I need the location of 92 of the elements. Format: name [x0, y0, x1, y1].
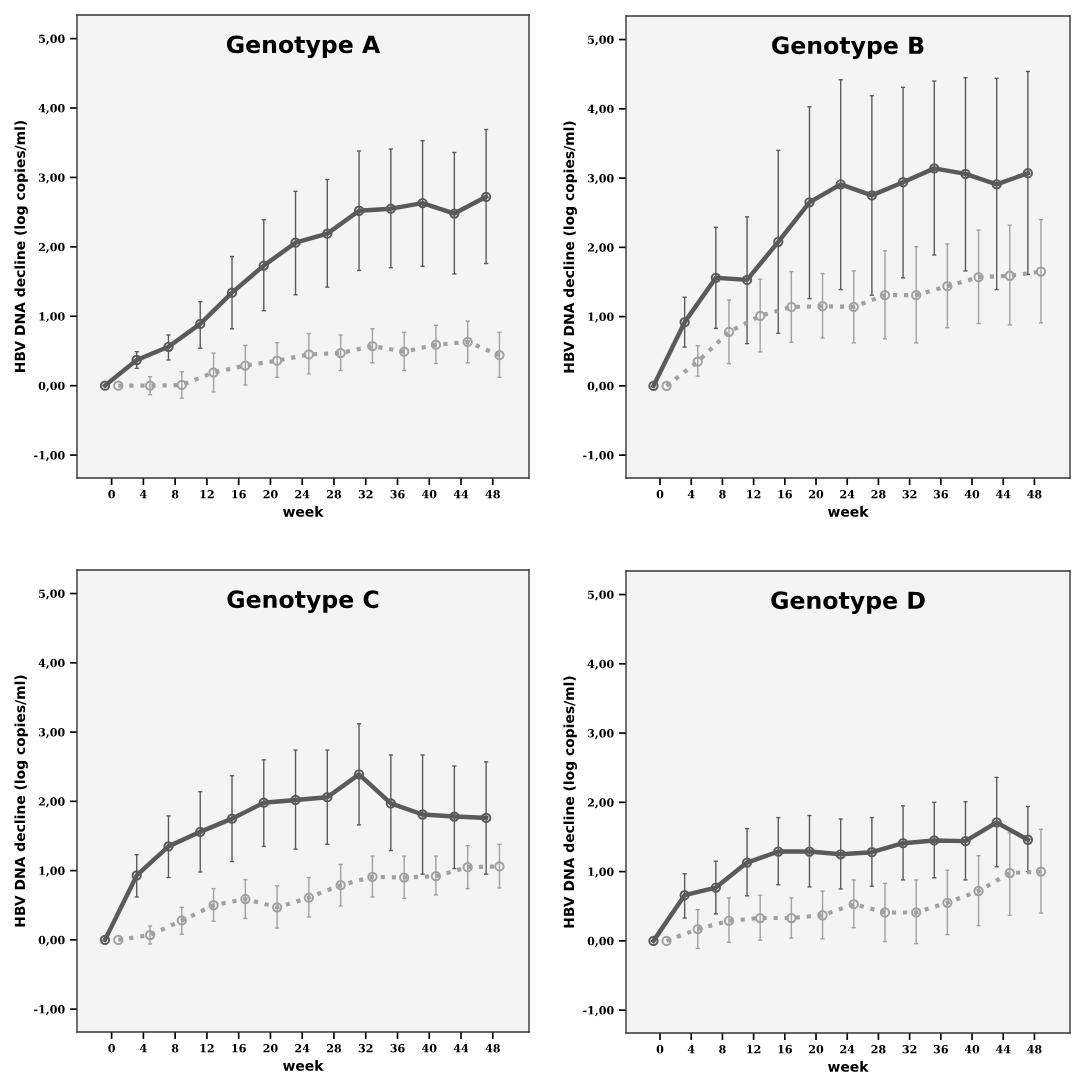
x-tick-label: 4 — [139, 490, 147, 499]
y-tick-label: 4,00 — [38, 103, 65, 115]
y-tick-label: -1,00 — [34, 1005, 65, 1016]
x-tick-label: 32 — [358, 490, 373, 499]
x-tick-label: 16 — [232, 1044, 246, 1053]
y-tick-label: 4,00 — [587, 104, 614, 115]
x-tick-label: 28 — [871, 490, 886, 499]
x-tick-label: 0 — [108, 490, 115, 499]
text: Genotype B — [772, 36, 924, 59]
x-tick-label: 28 — [871, 1045, 886, 1054]
y-tick-label: 2,00 — [38, 797, 65, 808]
y-tick-label: 5,00 — [39, 589, 65, 600]
x-tick-label: 20 — [809, 490, 824, 499]
y-tick-label: -1,00 — [34, 451, 65, 462]
text: Genotype A — [226, 35, 381, 59]
y-tick-label: 0,00 — [587, 936, 614, 947]
x-tick-label: 44 — [995, 490, 1011, 499]
x-tick-label: 8 — [171, 1044, 179, 1053]
x-tick-label: 0 — [108, 1044, 115, 1053]
x-tick-label: 24 — [295, 490, 310, 499]
x-tick-label: 12 — [747, 1045, 761, 1054]
y-tick-label: 2,00 — [38, 242, 65, 253]
x-tick-label: 48 — [485, 1044, 500, 1053]
x-tick-label: 40 — [421, 1044, 437, 1053]
y-tick-label: 0,00 — [587, 381, 614, 392]
y-tick-label: -1,00 — [583, 1006, 614, 1017]
y-tick-label: 2,00 — [587, 243, 614, 254]
x-tick-label: 48 — [485, 490, 500, 499]
y-axis-title: HBV DNA decline (log copies/ml) — [14, 120, 28, 372]
x-tick-label: 44 — [995, 1045, 1011, 1054]
x-tick-label: 28 — [326, 1044, 342, 1053]
y-axis-title: HBV DNA decline (log copies/ml) — [14, 675, 28, 927]
x-tick-label: 40 — [421, 490, 437, 499]
x-tick-label: 36 — [390, 490, 405, 499]
y-tick-label: 0,00 — [38, 935, 65, 946]
x-tick-label: 40 — [964, 490, 980, 499]
x-tick-label: 12 — [200, 1044, 214, 1053]
x-tick-label: 20 — [809, 1045, 824, 1054]
x-tick-label: 4 — [687, 1045, 695, 1054]
y-tick-label: 1,00 — [39, 312, 65, 323]
x-tick-label: 8 — [719, 490, 726, 499]
x-tick-label: 44 — [453, 1044, 469, 1053]
y-tick-label: 5,00 — [588, 590, 614, 601]
x-tick-label: 0 — [656, 490, 664, 499]
y-tick-label: 3,00 — [587, 174, 614, 185]
x-tick-label: 48 — [1027, 490, 1042, 499]
x-tick-label: 20 — [263, 1044, 278, 1053]
x-tick-label: 36 — [933, 1045, 948, 1054]
x-tick-label: 32 — [902, 1045, 917, 1054]
y-tick-label: 2,00 — [587, 798, 614, 809]
x-tick-label: 16 — [778, 1045, 792, 1054]
x-tick-label: 0 — [656, 1045, 664, 1054]
x-tick-label: 28 — [326, 490, 342, 499]
x-tick-label: 12 — [200, 490, 214, 499]
text: Genotype D — [771, 591, 925, 614]
x-axis-title: week — [828, 1061, 869, 1072]
y-tick-label: 4,00 — [587, 659, 614, 670]
y-tick-label: -1,00 — [583, 451, 614, 462]
x-tick-label: 40 — [964, 1045, 980, 1054]
x-axis-title: week — [828, 506, 869, 517]
x-tick-label: 16 — [232, 490, 246, 499]
x-tick-label: 44 — [453, 490, 469, 499]
y-axis-title: HBV DNA decline (log copies/ml) — [563, 121, 577, 373]
x-tick-label: 16 — [778, 490, 792, 499]
x-tick-label: 24 — [840, 1045, 855, 1054]
x-tick-label: 32 — [358, 1044, 373, 1053]
x-tick-label: 48 — [1027, 1045, 1042, 1054]
y-tick-label: 1,00 — [588, 867, 614, 878]
y-tick-label: 5,00 — [588, 35, 614, 46]
y-tick-label: 3,00 — [587, 729, 614, 740]
x-tick-label: 24 — [295, 1044, 310, 1053]
y-tick-label: 3,00 — [38, 728, 65, 739]
y-tick-label: 0,00 — [38, 381, 65, 392]
x-tick-label: 32 — [902, 490, 917, 499]
x-tick-label: 20 — [263, 490, 278, 499]
x-axis-title: week — [283, 1060, 324, 1071]
x-tick-label: 36 — [933, 490, 948, 499]
y-tick-label: 5,00 — [39, 34, 65, 45]
y-tick-label: 1,00 — [588, 312, 614, 323]
text: Genotype C — [227, 590, 379, 613]
y-axis-title: HBV DNA decline (log copies/ml) — [563, 676, 577, 928]
x-tick-label: 8 — [719, 1045, 726, 1054]
y-tick-label: 3,00 — [38, 173, 65, 184]
y-tick-label: 4,00 — [38, 658, 65, 669]
y-tick-label: 1,00 — [39, 866, 65, 877]
x-tick-label: 36 — [390, 1044, 405, 1053]
x-tick-label: 4 — [687, 490, 695, 499]
x-tick-label: 4 — [139, 1044, 147, 1053]
x-tick-label: 12 — [747, 490, 761, 499]
x-tick-label: 8 — [171, 490, 179, 499]
x-axis-title: week — [283, 506, 324, 517]
x-tick-label: 24 — [840, 490, 855, 499]
